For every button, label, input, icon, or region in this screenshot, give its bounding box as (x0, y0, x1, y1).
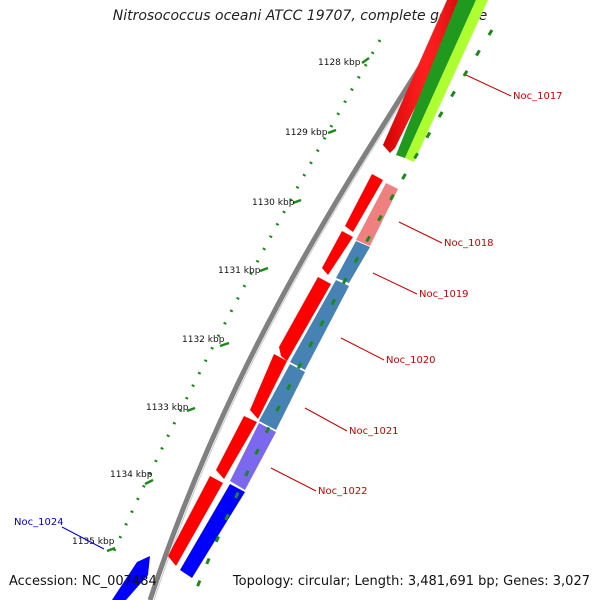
gene-arrow-noc-1023-fwd (168, 476, 223, 566)
map-title: Nitrosococcus oceani ATCC 19707, complet… (112, 8, 488, 24)
tick-mark-1131 (259, 266, 269, 273)
gene-block-noc-1019-steelblue (336, 241, 370, 283)
leader-noc-1017 (465, 74, 512, 97)
tick-mark-1135 (106, 546, 116, 553)
topology-text: Topology: circular; Length: 3,481,691 bp… (232, 574, 590, 589)
gene-block-noc-1018-pink (356, 183, 398, 246)
gene-arrow-noc-1019-fwd (322, 231, 353, 275)
major-ticks (106, 56, 370, 553)
tick-labels: 1128 kbp 1129 kbp 1130 kbp 1131 kbp 1132… (72, 58, 361, 547)
forward-strand-genes (168, 0, 468, 566)
gene-arrow-noc-1020-fwd (279, 277, 331, 361)
gene-block-blue (180, 484, 245, 578)
accession-text: Accession: NC_007484 (9, 574, 157, 589)
inner-scale-dashes (190, 29, 494, 600)
gene-arrow-noc-1021-fwd (250, 354, 287, 419)
tick-label-1134: 1134 kbp (110, 470, 153, 480)
gene-label-noc-1017[interactable]: Noc_1017 (513, 91, 563, 102)
leader-noc-1021 (304, 407, 348, 432)
tick-mark-1133 (186, 406, 196, 413)
tick-mark-1130 (292, 198, 302, 205)
tick-label-1128: 1128 kbp (318, 58, 361, 68)
gene-arrow-noc-1018-fwd (345, 174, 383, 232)
leader-noc-1020 (340, 337, 385, 361)
tick-label-1129: 1129 kbp (285, 128, 328, 138)
gene-label-noc-1020[interactable]: Noc_1020 (386, 355, 436, 366)
tick-mark-1128 (361, 56, 370, 65)
gene-block-noc-1021-steelblue (259, 364, 305, 430)
gene-block-noc-1022-purple (230, 423, 276, 490)
leader-noc-1022 (270, 467, 317, 492)
tick-mark-1129 (327, 128, 337, 135)
outer-scale-dots (108, 39, 382, 561)
tick-label-1133: 1133 kbp (146, 403, 189, 413)
gene-label-noc-1019[interactable]: Noc_1019 (419, 289, 469, 300)
tick-label-1131: 1131 kbp (218, 266, 261, 276)
gene-block-noc-1024-blue (112, 556, 150, 600)
gene-label-noc-1022[interactable]: Noc_1022 (318, 486, 368, 497)
tick-label-1132: 1132 kbp (182, 335, 225, 345)
tick-label-1130: 1130 kbp (252, 198, 295, 208)
gene-block-green-dark (396, 0, 476, 158)
inner-strand-genes (112, 0, 488, 600)
gene-label-noc-1021[interactable]: Noc_1021 (349, 426, 399, 437)
gene-label-noc-1024[interactable]: Noc_1024 (14, 517, 64, 528)
gene-leader-lines (61, 74, 512, 550)
gene-label-noc-1018[interactable]: Noc_1018 (444, 238, 494, 249)
tick-mark-1132 (219, 341, 230, 348)
leader-noc-1018 (398, 221, 443, 244)
leader-noc-1019 (372, 272, 418, 295)
tick-mark-1134 (144, 478, 154, 486)
gene-labels: Noc_1017 Noc_1018 Noc_1019 Noc_1020 Noc_… (14, 91, 563, 528)
gene-block-green-light (405, 0, 488, 162)
gene-arrow-noc-1022-fwd (216, 416, 257, 479)
leader-noc-1024 (61, 526, 105, 550)
tick-label-1135: 1135 kbp (72, 537, 115, 547)
